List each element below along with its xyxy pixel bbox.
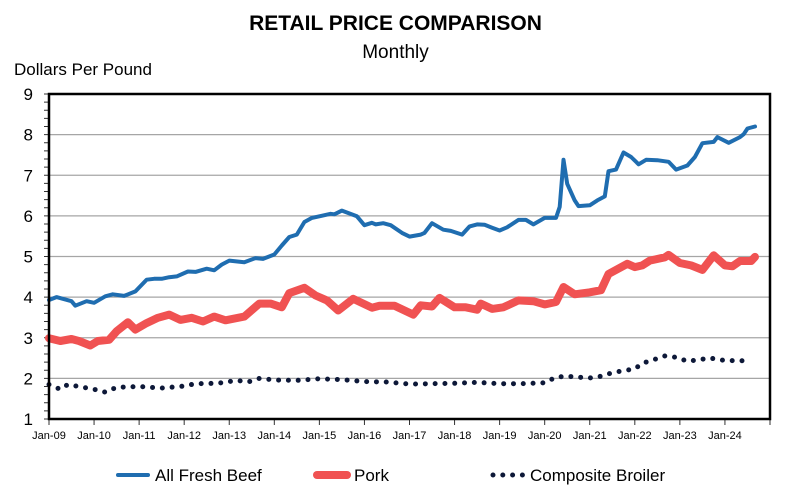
x-tick-label: Jan-11 [123,430,156,442]
x-tick-label: Jan-15 [303,430,337,442]
x-tick-label: Jan-16 [348,430,382,442]
x-tick-label: Jan-13 [212,430,246,442]
y-tick-label: 8 [24,126,33,145]
x-tick-label: Jan-12 [167,430,201,442]
x-tick-label: Jan-24 [708,430,742,442]
chart-subtitle: Monthly [362,42,429,63]
y-tick-label: 4 [24,288,33,307]
x-tick-label: Jan-18 [438,430,472,442]
x-tick-label: Jan-09 [32,430,66,442]
legend-item: Composite Broiler [490,466,665,485]
y-tick-label: 2 [24,369,33,388]
y-tick-label: 1 [24,410,33,429]
plot-frame [47,92,772,421]
x-tick-label: Jan-23 [663,430,697,442]
x-tick-label: Jan-20 [528,430,562,442]
legend-label: Pork [354,466,389,485]
x-tick-label: Jan-22 [618,430,652,442]
series-pork [45,250,759,350]
x-tick-label: Jan-14 [257,430,291,442]
y-tick-label: 7 [24,166,33,185]
y-tick-label: 3 [24,329,33,348]
legend-label: Composite Broiler [530,466,665,485]
chart-title: RETAIL PRICE COMPARISON [249,12,542,35]
x-tick-label: Jan-10 [77,430,111,442]
series-line [45,250,759,350]
x-tick-label: Jan-21 [573,430,607,442]
series-line [47,124,757,308]
y-tick-label: 9 [24,85,33,104]
series-composite-broiler [46,353,754,395]
x-tick-label: Jan-19 [483,430,517,442]
legend-item: All Fresh Beef [116,466,262,485]
y-tick-label: 5 [24,248,33,267]
legend-label: All Fresh Beef [155,466,262,485]
series-line [46,353,754,395]
series-all-fresh-beef [47,124,757,308]
y-axis-label: Dollars Per Pound [14,60,152,79]
x-tick-label: Jan-17 [393,430,427,442]
y-tick-label: 6 [24,207,33,226]
legend-item: Pork [313,466,389,485]
